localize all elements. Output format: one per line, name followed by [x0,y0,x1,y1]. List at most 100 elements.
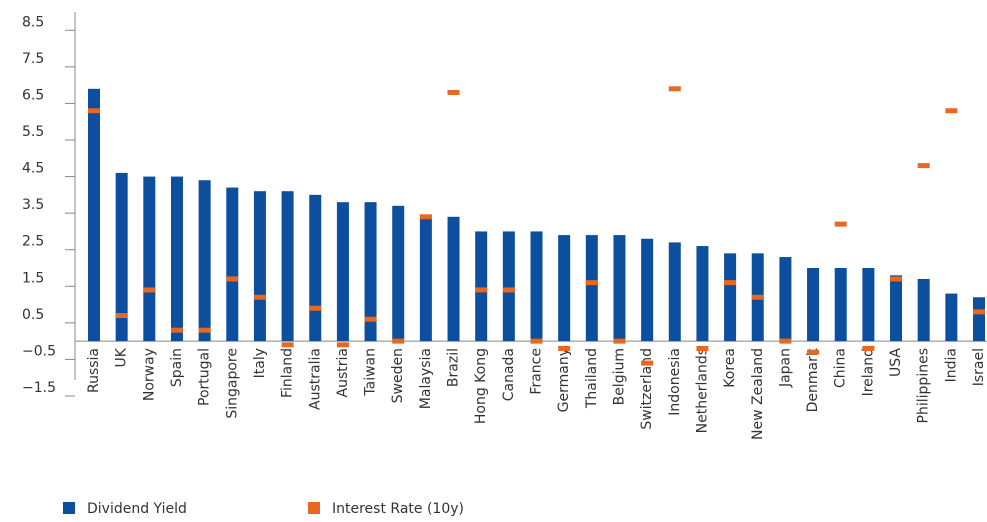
x-tick-label: Brazil [446,348,462,387]
rate-marker [502,287,515,293]
rate-marker [724,280,737,286]
bar [668,242,681,342]
x-tick-label: Spain [169,348,185,387]
bar [88,88,100,342]
rate-marker [336,342,349,348]
rate-marker [751,294,764,300]
rate-marker [641,360,654,366]
bar [917,278,930,342]
bar [226,187,239,342]
x-tick-label: Taiwan [363,348,379,397]
bar [336,202,349,342]
x-tick-label: Russia [86,348,102,393]
x-tick-label: Belgium [611,348,627,405]
bar [502,231,515,342]
bar [392,205,405,342]
bar [585,235,598,342]
bar [973,297,985,342]
x-tick-label: UK [114,347,130,367]
bar [198,180,211,342]
rate-marker [834,221,847,227]
x-tick-label: Netherlands [694,348,710,433]
x-tick-label: Singapore [224,348,240,419]
rate-marker [475,287,488,293]
y-tick-label: 5.5 [22,124,44,140]
x-tick-label: Finland [280,348,296,398]
bar [281,191,294,342]
bar [724,253,737,342]
rate-marker [447,89,460,95]
bar [115,172,128,342]
y-tick-label: 4.5 [22,161,44,177]
bar [309,194,322,342]
x-tick-label: Canada [501,348,517,401]
y-tick-label: 6.5 [22,87,44,103]
y-tick-label: −0.5 [22,343,56,359]
rate-marker [668,86,681,92]
rate-marker [364,316,377,322]
rate-marker [807,349,820,355]
x-tick-label: China [833,348,849,388]
y-tick-label: 7.5 [22,51,44,67]
bar [641,238,654,342]
rate-marker [917,163,930,169]
x-tick-label: Sweden [390,348,406,403]
bar [558,235,571,342]
y-tick-label: 8.5 [22,14,44,30]
rate-marker [613,338,626,344]
x-tick-label: Thailand [584,348,600,409]
bar [143,176,156,342]
bar [447,216,460,342]
y-tick-label: 3.5 [22,197,44,213]
rate-marker [890,276,903,282]
rate-marker [281,342,294,348]
rate-marker [198,327,211,333]
legend-swatch [308,502,320,514]
bar [475,231,488,342]
bar [945,293,958,342]
rate-marker [170,327,183,333]
x-tick-label: Germany [556,348,572,412]
x-tick-label: New Zealand [750,348,766,440]
y-tick-label: 1.5 [22,270,44,286]
legend-label: Dividend Yield [87,501,187,517]
rate-marker [558,345,571,351]
rate-marker [973,309,985,315]
y-tick-label: −1.5 [22,380,56,396]
bar [862,268,875,342]
x-tick-label: Italy [252,348,268,378]
rate-marker [309,305,322,311]
y-tick-label: 0.5 [22,307,44,323]
bar [779,257,792,342]
rate-marker [226,276,239,282]
x-tick-label: Ireland [860,348,876,396]
rate-marker [779,338,792,344]
bar [530,231,543,342]
y-tick-label: 2.5 [22,234,44,250]
x-tick-label: Switzerland [639,348,655,430]
rate-marker [419,214,432,220]
x-tick-label: Denmark [805,347,821,412]
x-tick-label: Korea [722,348,738,388]
x-tick-label: Malaysia [418,348,434,409]
rate-marker [253,294,266,300]
x-tick-label: Israel [971,348,987,386]
x-tick-label: USA [888,348,904,377]
rate-marker [143,287,156,293]
bar [890,275,903,342]
rate-marker [945,108,958,114]
x-tick-label: France [529,348,545,395]
bar [834,268,847,342]
rate-marker [88,108,100,114]
rate-marker [530,338,543,344]
rate-marker [862,345,875,351]
bar [170,176,183,342]
bar [253,191,266,342]
x-tick-label: Hong Kong [473,348,489,424]
x-tick-label: Philippines [916,348,932,423]
bar [419,216,432,342]
x-tick-label: Japan [777,348,793,388]
rate-marker [115,313,128,319]
x-tick-label: Austria [335,348,351,397]
